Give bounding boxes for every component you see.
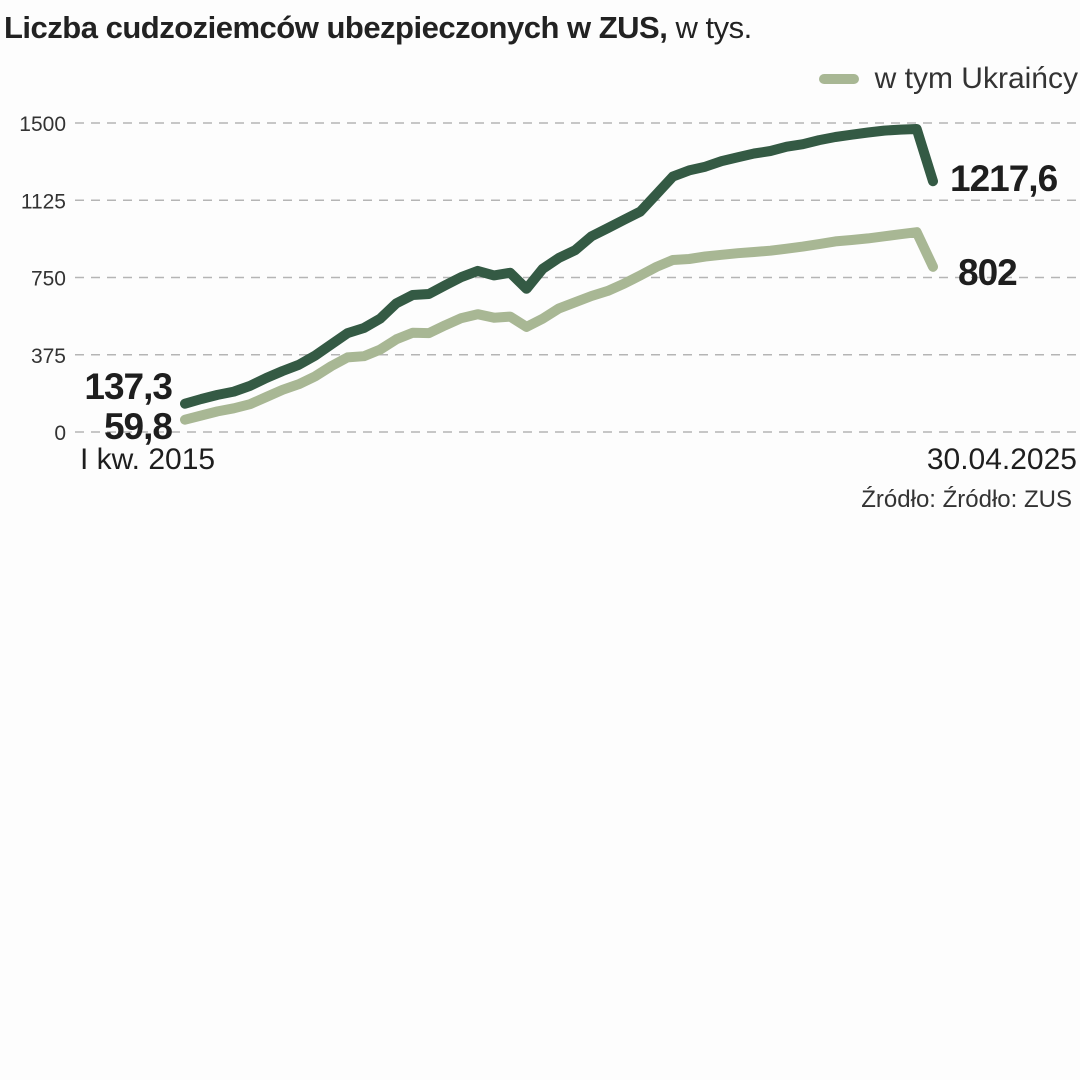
chart-title: Liczba cudzoziemców ubezpieczonych w ZUS… bbox=[4, 8, 752, 48]
start-label-ukrainians: 59,8 bbox=[104, 406, 172, 447]
chart-legend: w tym Ukraińcy bbox=[818, 62, 1078, 96]
x-start-label: I kw. 2015 bbox=[80, 443, 215, 476]
legend-swatch-ukrainians bbox=[818, 74, 859, 84]
chart-series bbox=[180, 124, 938, 425]
y-axis-ticks: 0 375 750 1125 1500 bbox=[19, 113, 66, 445]
series-line-ukrainians bbox=[180, 227, 938, 425]
legend-label-ukrainians: w tym Ukraińcy bbox=[874, 62, 1078, 95]
end-label-ukrainians: 802 bbox=[958, 252, 1017, 293]
end-label-total: 1217,6 bbox=[950, 158, 1058, 199]
y-tick-label: 0 bbox=[54, 422, 66, 445]
x-axis-ticks: I kw. 2015 30.04.2025 bbox=[80, 443, 1077, 476]
y-tick-label: 375 bbox=[31, 345, 66, 368]
start-label-total: 137,3 bbox=[84, 366, 172, 407]
series-line-total bbox=[180, 124, 938, 409]
chart-gridlines bbox=[75, 122, 1080, 433]
chart-title-main: Liczba cudzoziemców ubezpieczonych w ZUS… bbox=[4, 10, 668, 45]
data-labels: 137,359,8 1217,6 802 bbox=[84, 158, 1058, 447]
chart-title-unit: w tys. bbox=[675, 10, 752, 45]
source-note: Źródło: Źródło: ZUS bbox=[861, 486, 1072, 513]
x-end-label: 30.04.2025 bbox=[927, 443, 1077, 476]
y-tick-label: 1125 bbox=[21, 190, 66, 213]
y-tick-label: 750 bbox=[31, 268, 66, 291]
y-tick-label: 1500 bbox=[19, 113, 66, 136]
